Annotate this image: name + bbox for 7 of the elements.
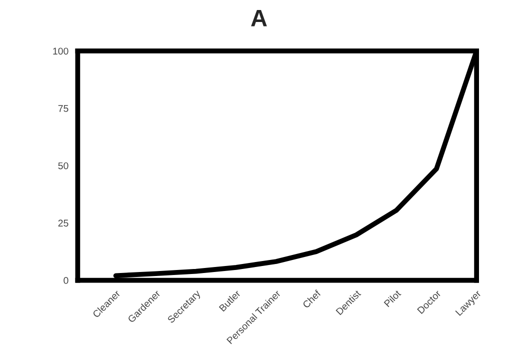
y-tick-label: 75: [58, 105, 68, 112]
y-tick-label: 50: [58, 162, 68, 170]
chart-title: A: [251, 10, 267, 26]
y-tick-label: 0: [64, 277, 68, 284]
x-tick-label: Pilot: [384, 289, 402, 308]
y-tick-label: 25: [58, 220, 68, 227]
y-tick-label: 100: [53, 48, 68, 55]
